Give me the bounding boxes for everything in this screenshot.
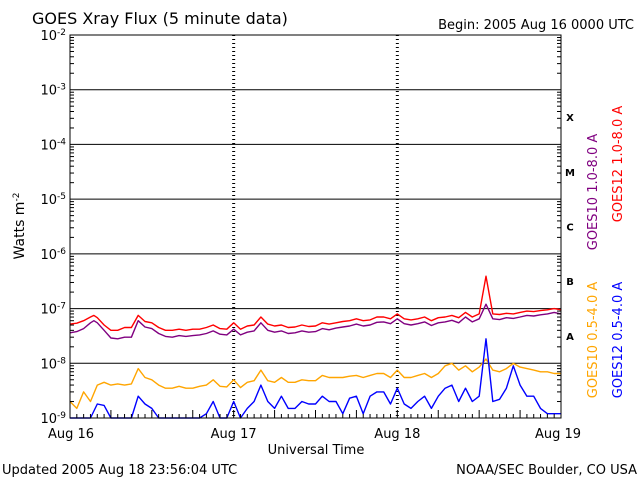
series-goes12-0-5-4-0-a (70, 338, 561, 419)
legend-entry: GOES10 1.0-8.0 A (586, 134, 601, 251)
legend-label: GOES12 1.0-8.0 A (611, 106, 626, 223)
x-axis-label: Universal Time (268, 443, 365, 458)
flare-class-b: B (566, 277, 574, 288)
x-tick-label: Aug 19 (535, 427, 581, 442)
y-tick-label: 10-7 (40, 302, 66, 318)
y-tick-label: 10-6 (40, 247, 66, 263)
chart-title: GOES Xray Flux (5 minute data) (32, 9, 288, 28)
y-tick-label: 10-8 (40, 356, 66, 372)
series-goes10-1-0-8-0-a (69, 303, 562, 340)
x-tick-label: Aug 16 (48, 427, 94, 442)
y-tick-label: 10-2 (40, 28, 66, 44)
flare-class-c: C (566, 223, 573, 234)
y-tick-label: 10-3 (40, 83, 66, 99)
x-axis: Aug 16 Aug 17 Aug 18 Aug 19 (48, 410, 581, 442)
y-axis-label-exponent: -2 (12, 193, 22, 202)
legend-label: GOES10 0.5-4.0 A (586, 282, 601, 399)
x-tick-label: Aug 18 (374, 427, 420, 442)
flare-class-a: A (566, 332, 574, 343)
series-goes12-1-0-8-0-a (69, 275, 562, 331)
flare-class-labels: A B C M X (565, 113, 575, 343)
data-source: NOAA/SEC Boulder, CO USA (456, 463, 637, 478)
flare-class-m: M (565, 168, 575, 179)
legend-label: GOES12 0.5-4.0 A (611, 282, 626, 399)
updated-timestamp: Updated 2005 Aug 18 23:56:04 UTC (2, 463, 237, 478)
flare-class-x: X (566, 113, 574, 124)
begin-label: Begin: 2005 Aug 16 0000 UTC (438, 18, 634, 33)
series-lines (69, 275, 562, 419)
legend-entry: GOES12 1.0-8.0 A (611, 106, 626, 223)
series-goes10-0-5-4-0-a (69, 358, 561, 410)
legend: GOES10 1.0-8.0 A GOES12 1.0-8.0 A GOES10 0… (586, 106, 626, 399)
grid-lines (70, 35, 561, 418)
y-tick-label: 10-5 (40, 192, 66, 208)
legend-entry: GOES12 0.5-4.0 A (611, 282, 626, 399)
legend-entry: GOES10 0.5-4.0 A (586, 282, 601, 399)
x-tick-label: Aug 17 (211, 427, 257, 442)
y-tick-label: 10-4 (40, 137, 66, 153)
y-axis-label: Watts m (12, 202, 28, 260)
y-axis-title: Watts m-2 (12, 193, 28, 260)
y-axis: 10-9 10-8 10-7 10-6 10-5 10-4 10-3 10-2 (40, 28, 561, 427)
legend-label: GOES10 1.0-8.0 A (586, 134, 601, 251)
y-tick-label: 10-9 (40, 411, 66, 427)
svg-text:Watts m-2: Watts m-2 (12, 193, 28, 260)
